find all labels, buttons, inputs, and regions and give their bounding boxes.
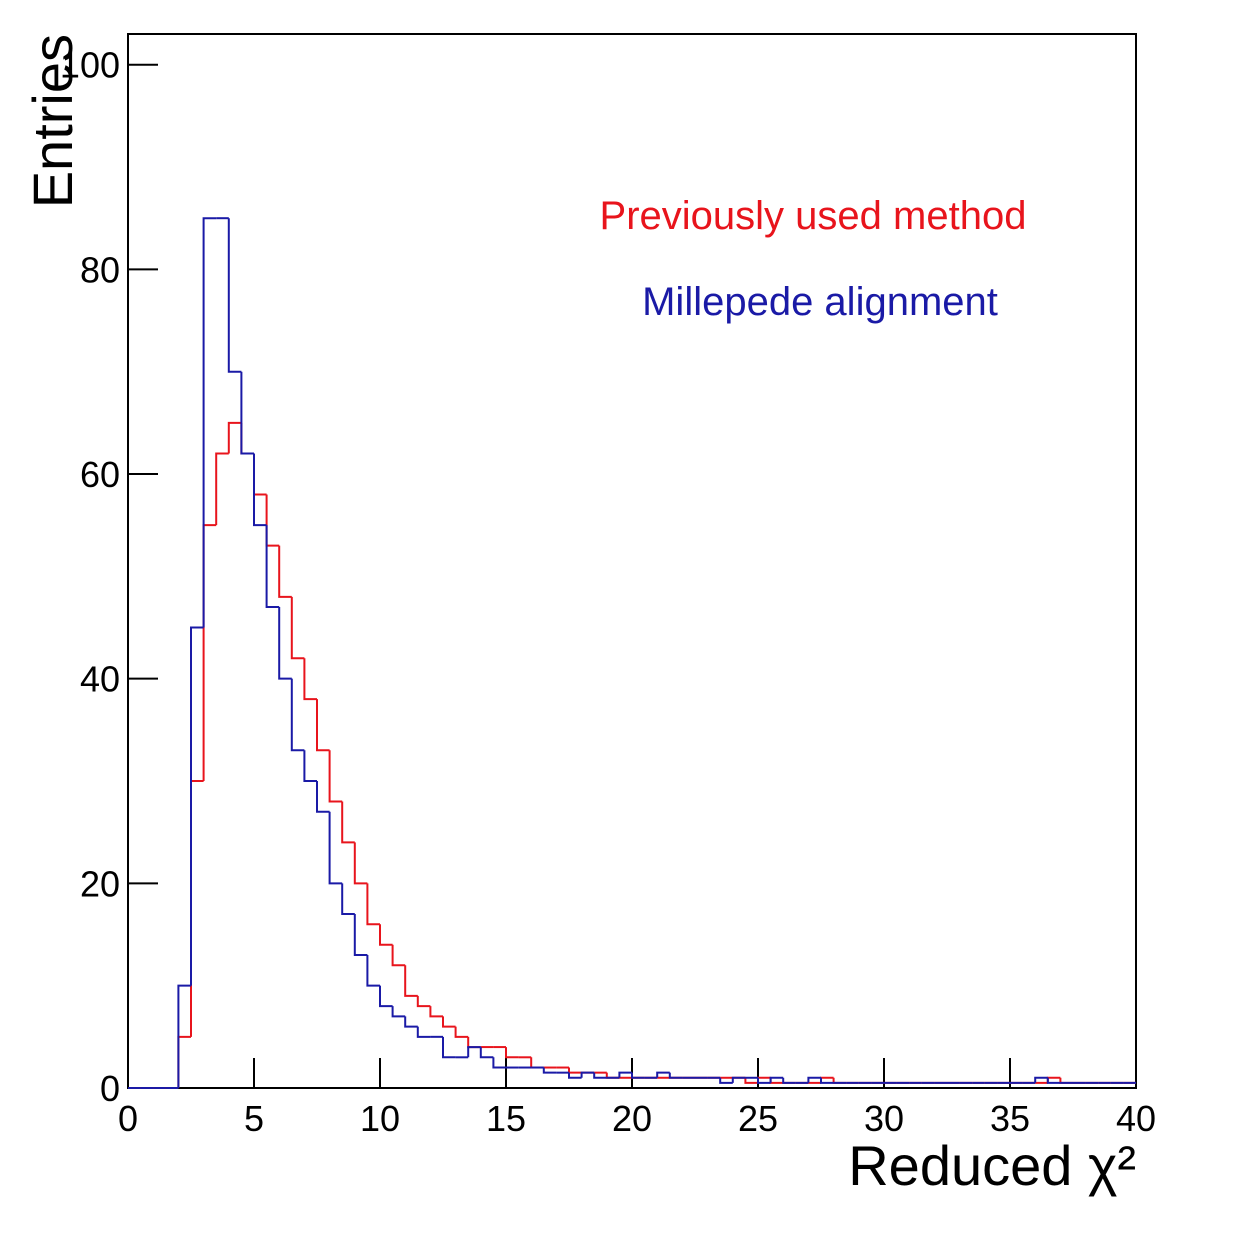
histogram-bin [719, 1077, 733, 1084]
y-tick-label: 40 [80, 659, 120, 700]
histogram-bin [215, 452, 229, 526]
histogram-bin [416, 995, 431, 1008]
histogram-bin [593, 1072, 607, 1079]
histogram-bin [190, 626, 204, 986]
histogram-bin [442, 1016, 456, 1028]
histogram-bin [227, 421, 242, 454]
histogram-bin [366, 883, 380, 926]
histogram-bin [328, 750, 343, 803]
legend-entry: Previously used method [600, 194, 1027, 238]
histogram-bin [253, 453, 267, 527]
histogram-bin [731, 1076, 746, 1083]
histogram-bin [341, 883, 355, 916]
histogram-bin [328, 811, 343, 885]
x-tick-label: 25 [738, 1098, 778, 1139]
histogram-bin [542, 1067, 557, 1074]
x-tick-label: 35 [990, 1098, 1030, 1139]
histogram-bin [391, 1006, 406, 1018]
histogram-bin [227, 218, 242, 373]
histogram-bin [568, 1072, 582, 1079]
histogram-bin [366, 954, 380, 987]
x-axis-title: Reduced χ² [848, 1134, 1136, 1197]
histogram-bin [492, 1057, 506, 1069]
histogram-bin [782, 1077, 796, 1084]
histogram-bin [820, 1077, 834, 1084]
histogram-bin [807, 1076, 821, 1083]
histogram-bin [429, 1006, 443, 1018]
histogram-bin [278, 545, 292, 598]
histogram-bin [290, 596, 305, 660]
histogram-bin [479, 1047, 494, 1059]
histogram-bin [353, 842, 368, 885]
histogram-bin [391, 944, 406, 967]
histogram-bin [656, 1071, 670, 1078]
histogram-bin [404, 965, 418, 997]
histogram-bin [1034, 1076, 1048, 1083]
y-tick-label: 100 [60, 45, 120, 86]
y-tick-label: 80 [80, 249, 120, 290]
histogram-bin [1046, 1077, 1061, 1084]
histogram-bin [202, 217, 217, 628]
histogram-bin [580, 1071, 595, 1078]
histogram-bin [631, 1072, 645, 1079]
histogram-bin [303, 658, 317, 701]
x-tick-label: 5 [244, 1098, 264, 1139]
histogram-bin [202, 524, 217, 782]
x-tick-label: 10 [360, 1098, 400, 1139]
histogram-bin [505, 1047, 519, 1059]
y-axis-title: Entries [21, 34, 84, 208]
histogram-bin [290, 678, 305, 752]
histogram-bin [240, 371, 254, 455]
histogram-bin [341, 801, 355, 844]
histogram-bin [530, 1057, 544, 1069]
histogram-bin [177, 984, 191, 1088]
histogram-bin [253, 453, 267, 496]
x-tick-label: 40 [1116, 1098, 1156, 1139]
histogram-bin [769, 1076, 784, 1083]
histogram-bin [618, 1071, 632, 1078]
histogram-bin [265, 525, 280, 609]
legend-entry: Millepede alignment [642, 280, 998, 324]
histogram-bin [278, 607, 292, 680]
x-tick-label: 15 [486, 1098, 526, 1139]
y-tick-label: 0 [100, 1068, 120, 1109]
histogram-bin [467, 1036, 481, 1049]
histogram-bin [240, 422, 254, 455]
histogram-bin [467, 1046, 481, 1058]
histogram-bin [379, 924, 393, 946]
histogram-bin [353, 914, 368, 956]
histogram-bin [177, 1035, 191, 1088]
x-tick-label: 0 [118, 1098, 138, 1139]
histogram-bin [316, 699, 330, 752]
histogram-bin [379, 985, 393, 1008]
histogram-bin [668, 1072, 683, 1079]
x-tick-label: 30 [864, 1098, 904, 1139]
histogram-bin [757, 1077, 771, 1084]
histogram-bin [404, 1016, 418, 1028]
x-tick-label: 20 [612, 1098, 652, 1139]
histogram-bin [265, 494, 280, 547]
histogram-bin [568, 1067, 582, 1074]
histogram-bin [190, 780, 204, 1037]
y-tick-label: 60 [80, 454, 120, 495]
histogram-bin [416, 1026, 431, 1038]
histogram-bin [303, 750, 317, 783]
histogram-bin [442, 1036, 456, 1059]
histogram-bin [316, 781, 330, 813]
histogram-bin [744, 1077, 758, 1084]
histogram-bin [454, 1026, 469, 1038]
y-tick-label: 20 [80, 863, 120, 904]
